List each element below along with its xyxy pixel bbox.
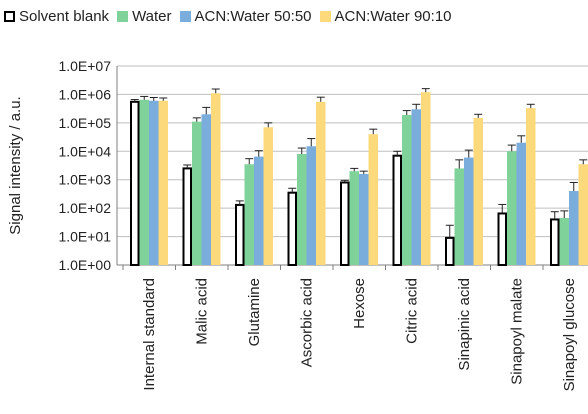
bar <box>516 142 526 265</box>
y-tick-label: 1.0E+05 <box>58 115 111 131</box>
y-tick-label: 1.0E+00 <box>58 257 111 273</box>
bar <box>254 156 264 265</box>
chart-legend: Solvent blank Water ACN:Water 50:50 ACN:Wat… <box>4 4 460 28</box>
legend-swatch <box>4 10 15 22</box>
bar <box>497 212 507 266</box>
y-tick-label: 1.0E+02 <box>58 200 111 216</box>
x-tick-label: Sinapinic acid <box>456 278 473 371</box>
bar <box>287 191 297 266</box>
bar <box>454 168 464 265</box>
bar <box>578 164 588 265</box>
bar <box>445 236 455 267</box>
bar <box>368 134 378 265</box>
y-tick-label: 1.0E+04 <box>58 143 111 159</box>
legend-swatch <box>319 10 331 22</box>
bar <box>297 154 307 265</box>
y-tick-label: 1.0E+06 <box>58 86 111 102</box>
x-tick-label: Malic acid <box>194 278 211 345</box>
legend-item: Water <box>117 7 172 25</box>
bar <box>392 154 402 267</box>
bar <box>421 92 431 266</box>
bar <box>201 114 211 266</box>
y-tick-label: 1.0E+07 <box>58 58 111 74</box>
bar <box>473 117 483 265</box>
legend-label: ACN:Water 50:50 <box>194 7 312 25</box>
bar <box>507 151 517 265</box>
bar <box>349 171 359 265</box>
bar <box>402 114 412 265</box>
bar <box>306 146 316 265</box>
bar <box>359 173 369 265</box>
y-tick-label: 1.0E+01 <box>58 229 111 245</box>
bar <box>182 167 192 266</box>
bar <box>235 203 245 266</box>
bar <box>316 101 326 265</box>
bar <box>211 93 221 266</box>
bar <box>263 127 273 265</box>
legend-item: Solvent blank <box>4 8 109 25</box>
x-tick-label: Sinapoyl glucose <box>561 278 578 391</box>
legend-swatch <box>179 10 191 22</box>
y-tick-label: 1.0E+03 <box>58 172 111 188</box>
bar <box>340 181 350 266</box>
bar <box>550 218 560 266</box>
bar <box>149 100 159 265</box>
x-tick-label: Hexose <box>351 278 368 329</box>
bar <box>411 109 421 265</box>
legend-item: ACN:Water 90:10 <box>319 7 452 25</box>
legend-label: ACN:Water 90:10 <box>334 7 452 25</box>
bar <box>158 100 168 265</box>
bar <box>569 191 579 265</box>
legend-label: Water <box>132 7 172 25</box>
bar <box>130 100 140 266</box>
x-tick-label: Citric acid <box>404 278 421 344</box>
y-axis-title: Signal intensity / a.u. <box>7 96 24 234</box>
x-tick-label: Ascorbic acid <box>299 278 316 367</box>
x-tick-label: Glutamine <box>246 278 263 346</box>
bar <box>192 121 202 265</box>
bar <box>244 164 254 265</box>
x-tick-label: Sinapoyl malate <box>509 278 526 385</box>
bar <box>139 99 149 265</box>
legend-swatch <box>117 10 129 22</box>
legend-item: ACN:Water 50:50 <box>179 7 312 25</box>
bar <box>464 157 474 265</box>
x-tick-label: Internal standard <box>141 278 158 391</box>
bar <box>559 218 569 265</box>
legend-label: Solvent blank <box>19 7 110 25</box>
bar <box>526 108 536 265</box>
